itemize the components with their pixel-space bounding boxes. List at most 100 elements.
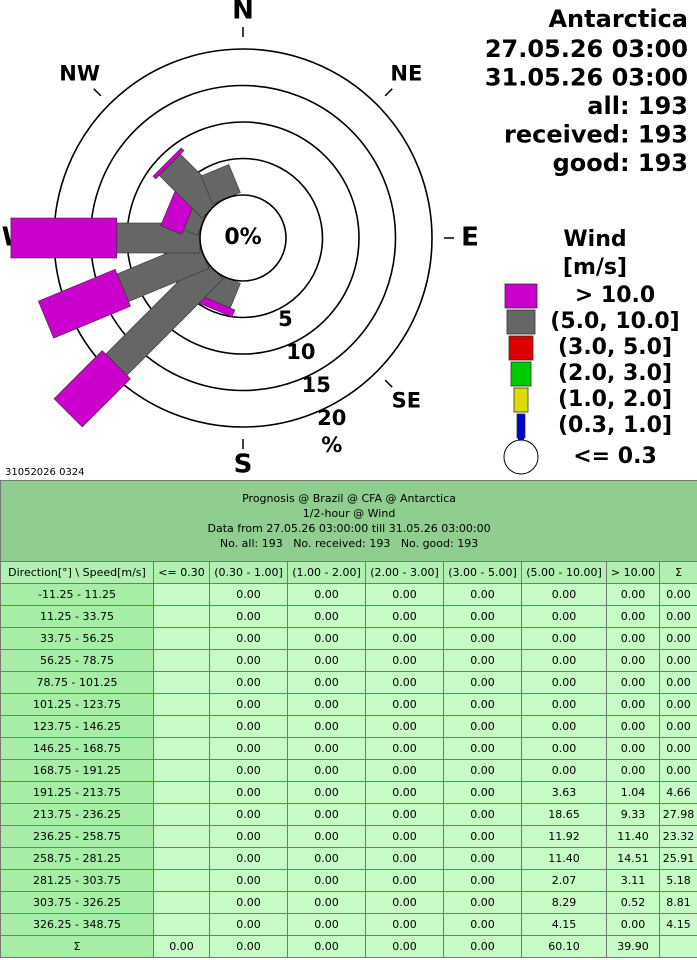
header-line: 1/2-hour @ Wind: [302, 507, 396, 520]
table-row: Σ 0.00 0.00 0.00 0.00 0.00 60.10 39.90: [0, 935, 697, 958]
legend-swatch: [503, 439, 539, 475]
direction-tick: [93, 88, 102, 97]
table-cell: 0.00: [365, 605, 444, 628]
table-cell: 0.00: [521, 583, 607, 606]
table-cell: 0.00: [209, 693, 288, 716]
ring-label: 5: [278, 307, 293, 331]
table-cell: [153, 759, 210, 782]
table-cell: 0.00: [287, 935, 366, 958]
table-header: Prognosis @ Brazil @ CFA @ Antarctica 1/2…: [0, 480, 697, 562]
table-cell: 0.00: [658, 649, 697, 672]
table-cell: 0.00: [287, 803, 366, 826]
table-cell: 0.00: [209, 627, 288, 650]
table-cell: 0.00: [365, 935, 444, 958]
table-cell: 3.63: [521, 781, 607, 804]
table-cell: 8.29: [521, 891, 607, 914]
chart: 31052026 0324 NNEESESSWWNW0%5101520%Anta…: [2, 0, 688, 480]
table-cell: 11.40: [521, 847, 607, 870]
table-cell: 0.00: [365, 825, 444, 848]
table-cell: 9.33: [606, 803, 660, 826]
table-cell: 0.00: [521, 759, 607, 782]
table-cell: 191.25 - 213.75: [0, 781, 154, 804]
table-cell: 168.75 - 191.25: [0, 759, 154, 782]
table-cell: 0.00: [365, 781, 444, 804]
table-cell: 0.00: [443, 671, 522, 694]
table-cell: 0.00: [287, 627, 366, 650]
table-cell: 0.00: [365, 649, 444, 672]
table-cell: 0.00: [443, 847, 522, 870]
table-cell: 0.00: [521, 693, 607, 716]
table-cell: 0.00: [209, 913, 288, 936]
table-cell: 0.00: [287, 671, 366, 694]
table-cell: 0.00: [365, 715, 444, 738]
table-cell: 303.75 - 326.25: [0, 891, 154, 914]
table-cell: 0.00: [365, 803, 444, 826]
table-cell: 11.92: [521, 825, 607, 848]
table-cell: 0.00: [287, 605, 366, 628]
legend-label: <= 0.3: [573, 444, 657, 469]
table-cell: 0.00: [287, 649, 366, 672]
column-header: (0.30 - 1.00]: [209, 561, 288, 584]
table-row: 123.75 - 146.25 0.00 0.00 0.00 0.00 0.00 0.00 0…: [0, 715, 697, 738]
table-row: 33.75 - 56.25 0.00 0.00 0.00 0.00 0.00 0.00 0.0…: [0, 627, 697, 650]
legend-swatch: [513, 387, 529, 413]
table-row: 303.75 - 326.25 0.00 0.00 0.00 0.00 8.29 0.52 8…: [0, 891, 697, 914]
table-cell: 0.00: [606, 605, 660, 628]
table-cell: [153, 583, 210, 606]
table-cell: 11.25 - 33.75: [0, 605, 154, 628]
wind-bar: [10, 217, 118, 259]
table-cell: 0.00: [443, 583, 522, 606]
table-row: 78.75 - 101.25 0.00 0.00 0.00 0.00 0.00 0.00 0.…: [0, 671, 697, 694]
ring-unit: %: [321, 433, 342, 457]
table-cell: [153, 693, 210, 716]
table-cell: 3.11: [606, 869, 660, 892]
table-cell: [153, 671, 210, 694]
table-cell: 0.00: [606, 583, 660, 606]
table-cell: 0.00: [443, 935, 522, 958]
table-cell: 236.25 - 258.75: [0, 825, 154, 848]
center-hole: [199, 194, 287, 282]
column-header: Direction[°] \ Speed[m/s]: [0, 561, 154, 584]
table-cell: 4.15: [658, 913, 697, 936]
table-cell: [153, 869, 210, 892]
table-cell: 23.32: [658, 825, 697, 848]
table-cell: 0.00: [606, 737, 660, 760]
table-row: 146.25 - 168.75 0.00 0.00 0.00 0.00 0.00 0.00 0…: [0, 737, 697, 760]
column-header: (1.00 - 2.00]: [287, 561, 366, 584]
table-cell: 0.00: [658, 759, 697, 782]
table-cell: 0.00: [209, 891, 288, 914]
column-header: (3.00 - 5.00]: [443, 561, 522, 584]
table-row: 326.25 - 348.75 0.00 0.00 0.00 0.00 4.15 0.00 4…: [0, 913, 697, 936]
column-header: > 10.00: [606, 561, 660, 584]
table-cell: 0.00: [209, 671, 288, 694]
legend-unit: [m/s]: [563, 255, 627, 280]
table-row: 281.25 - 303.75 0.00 0.00 0.00 0.00 2.07 3.11 5…: [0, 869, 697, 892]
table-cell: 0.00: [287, 891, 366, 914]
table-cell: 0.00: [287, 869, 366, 892]
table-cell: 0.00: [658, 715, 697, 738]
table-cell: 0.00: [365, 583, 444, 606]
table-cell: [153, 737, 210, 760]
column-header: (2.00 - 3.00]: [365, 561, 444, 584]
table-cell: 25.91: [658, 847, 697, 870]
table-cell: 0.00: [658, 583, 697, 606]
wind-bar: [53, 350, 131, 428]
table-cell: 8.81: [658, 891, 697, 914]
legend-label: (5.0, 10.0]: [550, 309, 679, 334]
table-cell: 0.00: [365, 847, 444, 870]
table-cell: 0.00: [443, 913, 522, 936]
table-row: 213.75 - 236.25 0.00 0.00 0.00 0.00 18.65 9.33…: [0, 803, 697, 826]
table-header-row: Prognosis @ Brazil @ CFA @ Antarctica 1/2…: [0, 480, 697, 562]
table-cell: 0.00: [365, 737, 444, 760]
column-header: Σ: [658, 561, 697, 584]
table-cell: [153, 825, 210, 848]
table-cell: 78.75 - 101.25: [0, 671, 154, 694]
table-cell: 39.90: [606, 935, 660, 958]
table-cell: 0.00: [521, 737, 607, 760]
table-cell: 146.25 - 168.75: [0, 737, 154, 760]
table-cell: 0.00: [209, 803, 288, 826]
table-cell: [153, 891, 210, 914]
legend-swatch: [510, 361, 532, 387]
table-cell: 0.00: [443, 627, 522, 650]
